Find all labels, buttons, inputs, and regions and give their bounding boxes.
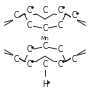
Text: C: C xyxy=(42,42,48,51)
Text: C: C xyxy=(71,11,76,20)
Text: C: C xyxy=(42,6,48,15)
Text: C: C xyxy=(14,55,19,64)
Text: Mn: Mn xyxy=(41,36,49,41)
Text: C: C xyxy=(71,55,76,64)
Text: C: C xyxy=(58,21,63,30)
Text: C: C xyxy=(58,60,63,69)
Text: C: C xyxy=(27,60,32,69)
Text: C: C xyxy=(27,21,32,30)
Text: C: C xyxy=(42,60,48,69)
Text: C: C xyxy=(14,11,19,20)
Text: C: C xyxy=(27,45,32,54)
Text: C: C xyxy=(27,6,32,15)
Text: C: C xyxy=(58,45,63,54)
Text: C: C xyxy=(42,24,48,33)
Text: H: H xyxy=(42,80,48,89)
Text: C: C xyxy=(58,6,63,15)
